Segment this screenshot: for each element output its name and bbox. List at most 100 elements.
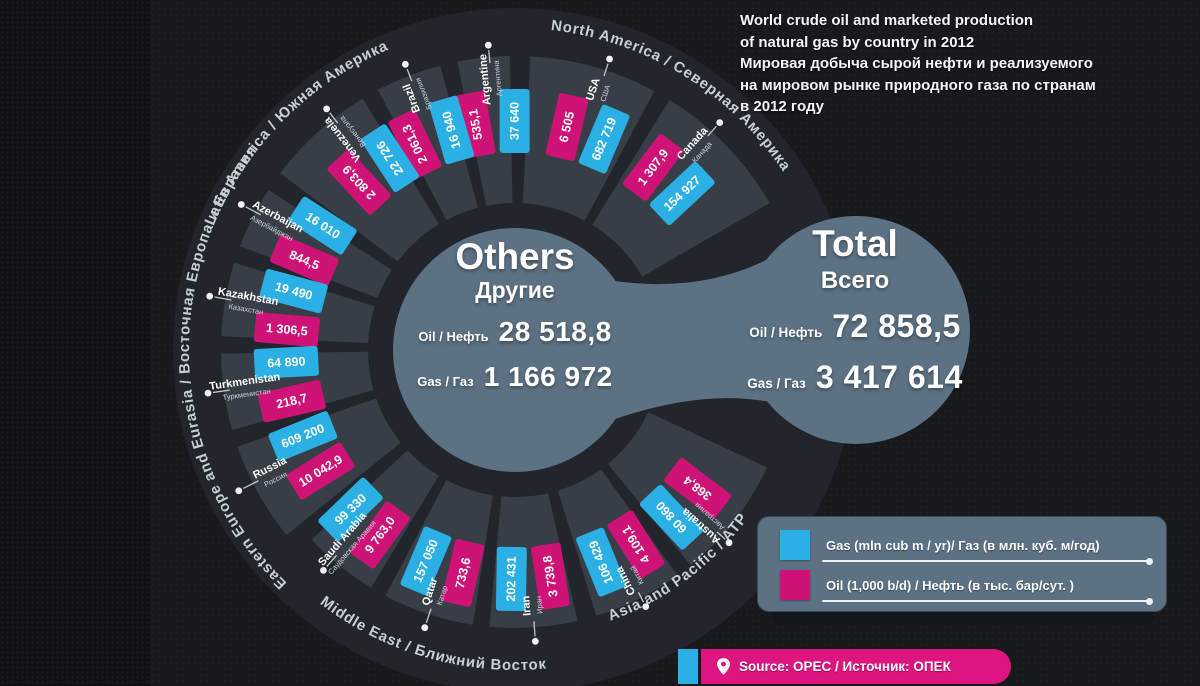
leader-dot-iran [531,637,539,645]
gas-bar-iran [495,546,527,612]
leader-dot-argentine [484,41,492,49]
leader-line-australia [716,531,726,540]
gas-value-turkmenistan: 64 890 [267,354,306,370]
leader-line-brazil [406,68,413,82]
leader-dot-australia [725,539,733,547]
oil-bar-china [607,510,665,579]
leader-dot-china [642,603,650,611]
leader-dot-canada [716,119,724,126]
gas-bar-qatar [400,526,452,596]
country-name-en: Argentine [477,53,493,105]
source-pill: Source: OPEC / Источник: ОПЕК [701,649,1011,684]
others-oil-row: Oil / Нефть 28 518,8 [397,316,633,348]
oil-bar-qatar [441,539,485,608]
leader-dot-brazil [401,60,409,68]
gas-bar-china [576,527,627,597]
others-title: Others [455,236,575,277]
leader-line-venezuela [329,112,339,124]
oil-bar-australia [664,458,732,519]
total-gas-row: Gas / Газ 3 417 614 [726,359,984,396]
leader-line-argentine [488,50,491,64]
oil-bar-azerbaijan [269,234,339,286]
oil-bar-turkmenistan [257,379,326,423]
title-line-en-1: World crude oil and marketed production [740,12,1034,29]
leader-dot-qatar [421,624,429,632]
title-line-ru-2: на мировом рынке природного газа по стра… [740,76,1096,94]
others-gas-label: Gas / Газ [417,374,474,389]
oil-swatch [780,570,810,600]
oil-bar-usa [545,92,589,161]
leader-dot-kazakhstan [206,292,214,300]
leader-line-usa [603,63,609,77]
total-gas-value: 3 417 614 [815,359,963,395]
legend: Gas (mln cub m / yr)/ Газ (в млн. куб. м… [757,516,1167,612]
gas-bar-azerbaijan [288,196,357,255]
leader-line-kazakhstan [214,296,232,301]
legend-shadow [772,612,1154,624]
leader-line-iran [533,621,536,637]
gas-bar-turkmenistan [253,345,319,379]
oil-bar-brazil [388,109,442,179]
total-oil-value: 72 858,5 [832,308,961,344]
oil-value-usa: 6 505 [557,110,578,144]
oil-bar-russia [286,442,355,500]
oil-value-iran: 3 739,8 [540,555,560,598]
oil-bar-venezuela [327,149,391,215]
oil-bar-iran [531,542,570,610]
oil-bar-saudi-arabia [350,501,410,569]
gas-legend-label: Gas (mln cub m / yr)/ Газ (в млн. куб. м… [826,537,1100,553]
gas-legend-rule [822,557,1153,565]
left-edge-strip [0,0,150,686]
gas-bar-brazil [428,95,475,165]
country-label-iran: Iran Иран [520,595,544,616]
leader-line-qatar [425,608,432,624]
gas-bar-russia [268,411,338,462]
oil-legend-rule [822,597,1153,605]
leader-dot-azerbaijan [237,201,245,208]
country-name-ru: Иран [534,596,544,614]
total-oil-label: Oil / Нефть [749,325,823,340]
oil-bar-canada [623,133,684,201]
location-pin-icon [717,658,730,675]
others-oil-value: 28 518,8 [498,316,612,347]
wedge-azerbaijan [239,189,392,299]
country-name-en: Iran [520,595,533,616]
total-title: Total [812,223,898,264]
gas-bar-saudi-arabia [318,477,383,542]
title-line-ru-1: Мировая добыча сырой нефти и реализуемог… [740,55,1093,72]
total-subtitle: Всего [820,267,890,294]
leader-dot-venezuela [323,105,331,113]
oil-bar-kazakhstan [253,312,320,348]
oil-value-qatar: 733,6 [453,556,474,590]
title-line-ru-3: в 2012 году [740,98,824,115]
others-gas-value: 1 166 972 [483,361,613,392]
legend-row-oil: Oil (1,000 b/d) / Нефть (в тыс. бар/сут.… [758,565,1166,605]
gas-bar-canada [649,161,715,226]
others-gas-row: Gas / Газ 1 166 972 [397,361,633,393]
oil-value-kazakhstan: 1 306,5 [266,321,309,339]
legend-row-gas: Gas (mln cub m / yr)/ Газ (в млн. куб. м… [758,525,1166,565]
leader-dot-usa [606,55,613,63]
gas-bar-kazakhstan [259,269,328,314]
gas-bar-australia [639,484,704,550]
leader-line-saudi-arabia [326,554,338,568]
others-oil-label: Oil / Нефть [418,329,489,344]
total-bubble [742,216,970,444]
total-oil-row: Oil / Нефть 72 858,5 [726,308,984,345]
leader-line-azerbaijan [245,206,262,216]
gas-bar-usa [578,104,630,174]
leader-line-russia [242,480,259,490]
title-line-en-2: of natural gas by country in 2012 [740,33,975,51]
oil-value-argentine: 535,1 [466,108,485,141]
leader-dot-turkmenistan [204,389,212,397]
oil-legend-label: Oil (1,000 b/d) / Нефть (в тыс. бар/сут.… [826,577,1074,593]
chart-title: World crude oil and marketed production … [740,10,1190,118]
leader-line-turkmenistan [212,389,230,394]
total-gas-label: Gas / Газ [747,376,806,391]
gas-swatch [780,530,810,560]
gas-bar-argentine [499,88,530,154]
others-subtitle: Другие [475,277,555,303]
